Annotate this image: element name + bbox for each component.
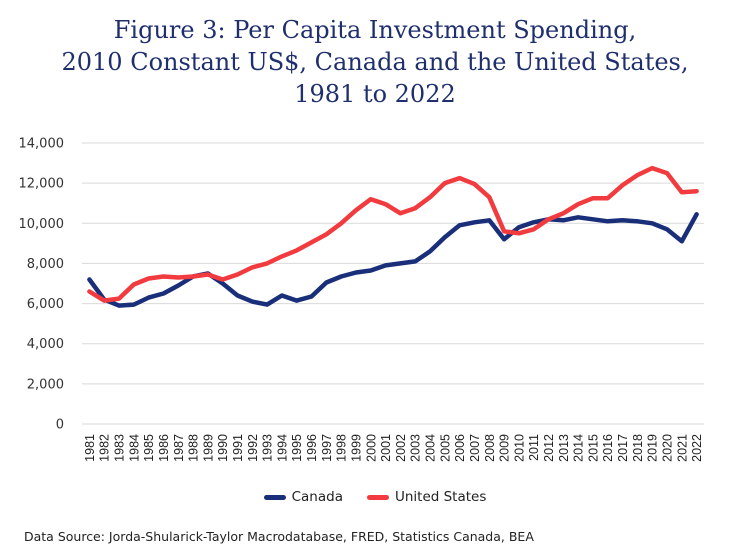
- y-tick-label: 8,000: [27, 257, 64, 272]
- x-axis: 1981 1982 1983 1984 1985 1986 1987 1988 1989 1990…: [83, 434, 704, 462]
- y-axis: 0 2,000 4,000 6,000 8,000 10,000 12,000 14,000: [19, 137, 65, 433]
- x-tick-label: 2001: [379, 434, 393, 462]
- x-tick-label: 1984: [127, 434, 141, 462]
- y-tick-label: 6,000: [27, 297, 64, 312]
- x-tick-label: 1997: [320, 434, 334, 462]
- x-tick-label: 2005: [438, 434, 452, 462]
- x-tick-label: 2004: [424, 434, 438, 462]
- x-tick-label: 1988: [187, 434, 201, 462]
- x-tick-label: 2022: [690, 434, 704, 462]
- legend-label-united-states: United States: [394, 489, 487, 505]
- series-line-canada: [87, 212, 699, 308]
- legend-item-canada[interactable]: Canada: [263, 489, 343, 505]
- y-tick-label: 14,000: [19, 137, 65, 152]
- x-tick-label: 2021: [675, 434, 689, 462]
- y-tick-label: 12,000: [19, 177, 65, 192]
- x-tick-label: 2011: [527, 434, 541, 461]
- x-tick-label: 2006: [453, 434, 467, 462]
- legend-swatch-united-states: [366, 494, 389, 500]
- data-source-note: Data Source: Jorda-Shularick-Taylor Macr…: [24, 529, 534, 544]
- x-tick-label: 2003: [409, 434, 423, 462]
- x-tick-label: 1990: [216, 434, 230, 462]
- x-tick-label: 2008: [483, 434, 497, 462]
- y-tick-label: 0: [56, 418, 64, 433]
- x-tick-label: 2014: [572, 434, 586, 462]
- x-tick-label: 2017: [616, 434, 630, 462]
- x-tick-label: 1993: [261, 434, 275, 462]
- y-tick-label: 2,000: [27, 377, 64, 392]
- x-tick-label: 1989: [201, 434, 215, 462]
- x-tick-label: 2018: [631, 434, 645, 462]
- x-tick-label: 2019: [646, 434, 660, 462]
- y-tick-label: 10,000: [19, 217, 65, 232]
- x-tick-label: 2009: [498, 434, 512, 462]
- x-tick-label: 2010: [512, 434, 526, 462]
- x-tick-label: 1996: [305, 434, 319, 462]
- x-tick-label: 1992: [246, 434, 260, 462]
- x-tick-label: 1987: [172, 434, 186, 462]
- x-tick-label: 2020: [660, 434, 674, 462]
- legend-label-canada: Canada: [291, 489, 343, 505]
- chart-title-line-3: 1981 to 2022: [294, 80, 456, 108]
- chart-title-line-2: 2010 Constant US$, Canada and the United…: [61, 48, 689, 76]
- x-tick-label: 2015: [586, 434, 600, 462]
- chart-title: Figure 3: Per Capita Investment Spending…: [0, 14, 750, 110]
- gridlines: [82, 142, 704, 425]
- x-tick-label: 1986: [157, 434, 171, 462]
- x-tick-label: 1983: [113, 434, 127, 462]
- x-tick-label: 1998: [335, 434, 349, 462]
- series-line-united-states: [87, 165, 699, 303]
- x-tick-label: 2016: [601, 434, 615, 462]
- x-tick-label: 2012: [542, 434, 556, 462]
- legend-swatch-canada: [263, 494, 286, 500]
- x-tick-label: 1999: [349, 434, 363, 462]
- x-tick-label: 2013: [557, 434, 571, 462]
- x-tick-label: 1985: [142, 434, 156, 462]
- y-tick-label: 4,000: [27, 337, 64, 352]
- x-tick-label: 2002: [394, 434, 408, 462]
- x-tick-label: 2007: [468, 434, 482, 462]
- chart-title-line-1: Figure 3: Per Capita Investment Spending…: [113, 16, 637, 44]
- x-tick-label: 1994: [275, 434, 289, 462]
- legend-item-united-states[interactable]: United States: [366, 489, 487, 505]
- x-tick-label: 1991: [231, 434, 245, 462]
- series-lines: [87, 165, 699, 308]
- x-tick-label: 2000: [364, 434, 378, 462]
- x-tick-label: 1982: [98, 434, 112, 462]
- x-tick-label: 1981: [83, 434, 97, 462]
- legend: Canada United States: [0, 489, 750, 505]
- x-tick-label: 1995: [290, 434, 304, 462]
